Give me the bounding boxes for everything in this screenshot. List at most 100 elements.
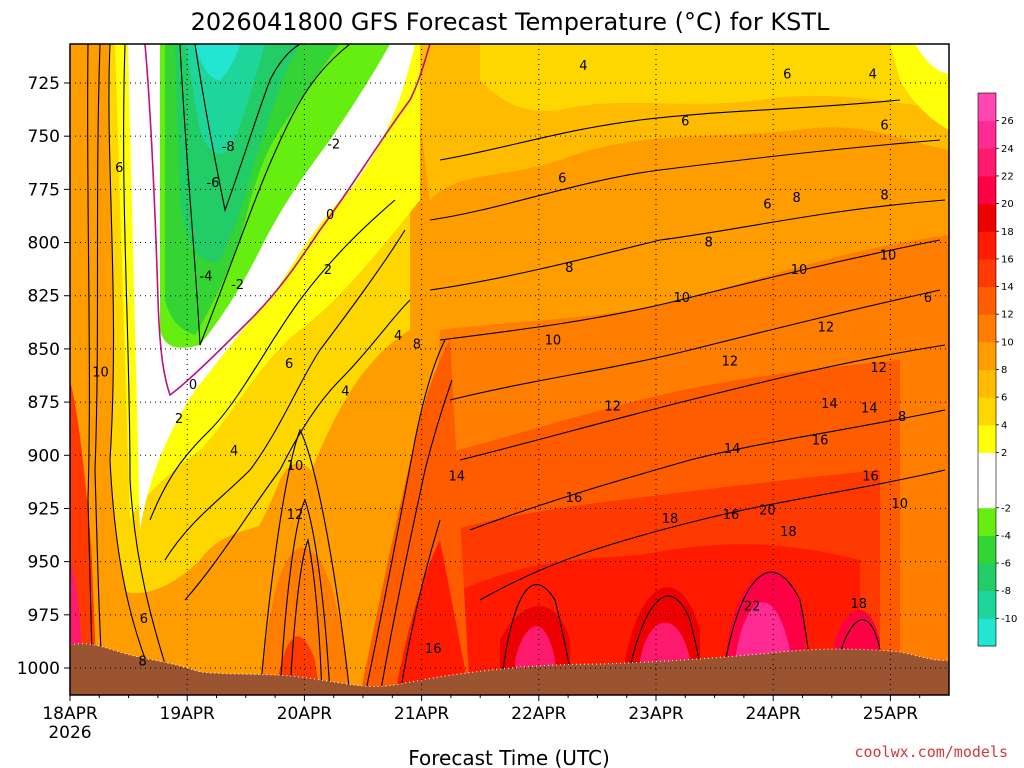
- contour-label: 22: [744, 599, 761, 614]
- colorbar-swatch: [978, 563, 996, 592]
- colorbar-label: 12: [1001, 310, 1014, 321]
- y-tick-label: 925: [28, 499, 60, 519]
- contour-label: 6: [880, 119, 888, 134]
- colorbar-swatch: [978, 397, 996, 426]
- colorbar-label: 2: [1001, 448, 1007, 459]
- contour-label: 4: [394, 329, 402, 344]
- y-tick-label: 825: [28, 287, 60, 307]
- contour-label: 14: [724, 442, 741, 457]
- contour-label: -2: [231, 278, 244, 293]
- colorbar-label: 10: [1001, 337, 1014, 348]
- colorbar-label: 22: [1001, 171, 1014, 182]
- contour-label: 6: [681, 114, 689, 129]
- y-tick-label: 775: [28, 180, 60, 200]
- contour-label: 8: [139, 655, 147, 670]
- x-tick-label: 20APR: [277, 704, 333, 724]
- colorbar-swatch: [978, 93, 996, 122]
- colorbar-label: 8: [1001, 365, 1007, 376]
- contour-label: 14: [821, 397, 838, 412]
- y-tick-label: 875: [28, 393, 60, 413]
- colorbar-swatch: [978, 148, 996, 177]
- contour-label: 10: [892, 497, 909, 512]
- colorbar-swatch: [978, 120, 996, 149]
- contour-label: 6: [140, 612, 148, 627]
- chart-title: 2026041800 GFS Forecast Temperature (°C)…: [191, 8, 830, 36]
- y-tick-label: 950: [28, 553, 60, 573]
- colorbar-label: 14: [1001, 282, 1014, 293]
- colorbar-swatch: [978, 369, 996, 398]
- colorbar-swatch: [978, 175, 996, 205]
- colorbar-label: -10: [1001, 614, 1017, 625]
- colorbar-swatch: [978, 231, 996, 260]
- y-tick-label: 975: [28, 606, 60, 626]
- colorbar-swatch: [978, 507, 996, 536]
- colorbar-swatch: [978, 341, 996, 370]
- ground-terrain: [70, 643, 949, 695]
- colorbar-label: 4: [1001, 420, 1007, 431]
- contour-label: 6: [285, 357, 293, 372]
- contour-label: 16: [812, 433, 829, 448]
- contour-label: 18: [780, 525, 797, 540]
- contour-label: 2: [175, 412, 183, 427]
- band-front-red: [395, 540, 470, 695]
- y-tick-label: 750: [28, 127, 60, 147]
- contour-lines: [87, 44, 946, 695]
- contour-label: 8: [792, 191, 800, 206]
- contour-label: 14: [861, 401, 878, 416]
- colorbar-label: -8: [1001, 586, 1011, 597]
- x-tick-label: 21APR: [394, 704, 450, 724]
- colorbar-swatch: [978, 535, 996, 564]
- contour-label: 0: [189, 378, 197, 393]
- band-teal: [185, 44, 265, 154]
- credit-text: coolwx.com/models: [854, 743, 1008, 761]
- colorbar-swatch: [978, 480, 996, 509]
- contour-label: 12: [818, 321, 835, 336]
- colorbar-label: 20: [1001, 199, 1014, 210]
- contour-labels: -8-6-4-2-2002244466688101012141616184668…: [92, 59, 932, 670]
- contour-label: 12: [604, 399, 621, 414]
- colorbar-swatch: [978, 314, 996, 343]
- plot-area: -8-6-4-2-2002244466688101012141616184668…: [69, 43, 950, 696]
- y-tick-label: 800: [28, 234, 60, 254]
- contour-label: 10: [92, 365, 109, 380]
- contour-label: 4: [230, 444, 238, 459]
- x-tick-label: 25APR: [863, 704, 919, 724]
- contour-label: 10: [791, 263, 808, 278]
- freezing-contour: [144, 44, 431, 397]
- contour-label: 10: [287, 459, 304, 474]
- colorbar-swatch: [978, 452, 996, 481]
- colorbar-label: -2: [1001, 503, 1011, 514]
- x-tick-label: 24APR: [746, 704, 802, 724]
- contour-label: 4: [341, 384, 349, 399]
- contour-label: 4: [869, 67, 877, 82]
- colorbar-label: 24: [1001, 144, 1014, 155]
- contour-label: 6: [558, 172, 566, 187]
- band-light-yellow: [480, 44, 949, 111]
- colorbar-label: 16: [1001, 254, 1014, 265]
- contour-label: 8: [705, 236, 713, 251]
- colorbar-label: 26: [1001, 116, 1014, 127]
- contour-label: 14: [448, 470, 465, 485]
- contour-label: 10: [674, 291, 691, 306]
- band-white-corner: [915, 44, 949, 74]
- x-tick-label: 18APR: [42, 704, 98, 724]
- contour-label: 18: [850, 597, 867, 612]
- y-tick-label: 900: [28, 446, 60, 466]
- colorbar-swatch: [978, 590, 996, 619]
- contour-label: 8: [413, 338, 421, 353]
- colorbar-label: 6: [1001, 393, 1007, 404]
- x-tick-label: 23APR: [628, 704, 684, 724]
- y-tick-label: 725: [28, 74, 60, 94]
- contour-label: 4: [579, 59, 587, 74]
- contour-label: 6: [763, 197, 771, 212]
- x-axis-label: Forecast Time (UTC): [408, 746, 610, 768]
- contour-label: 20: [759, 504, 776, 519]
- contour-label: 6: [115, 161, 123, 176]
- contour-label: 12: [287, 508, 304, 523]
- band-orange-18apr: [70, 44, 160, 695]
- colorbar-swatch: [978, 203, 996, 232]
- contour-label: 12: [870, 361, 887, 376]
- contour-label: 8: [880, 189, 888, 204]
